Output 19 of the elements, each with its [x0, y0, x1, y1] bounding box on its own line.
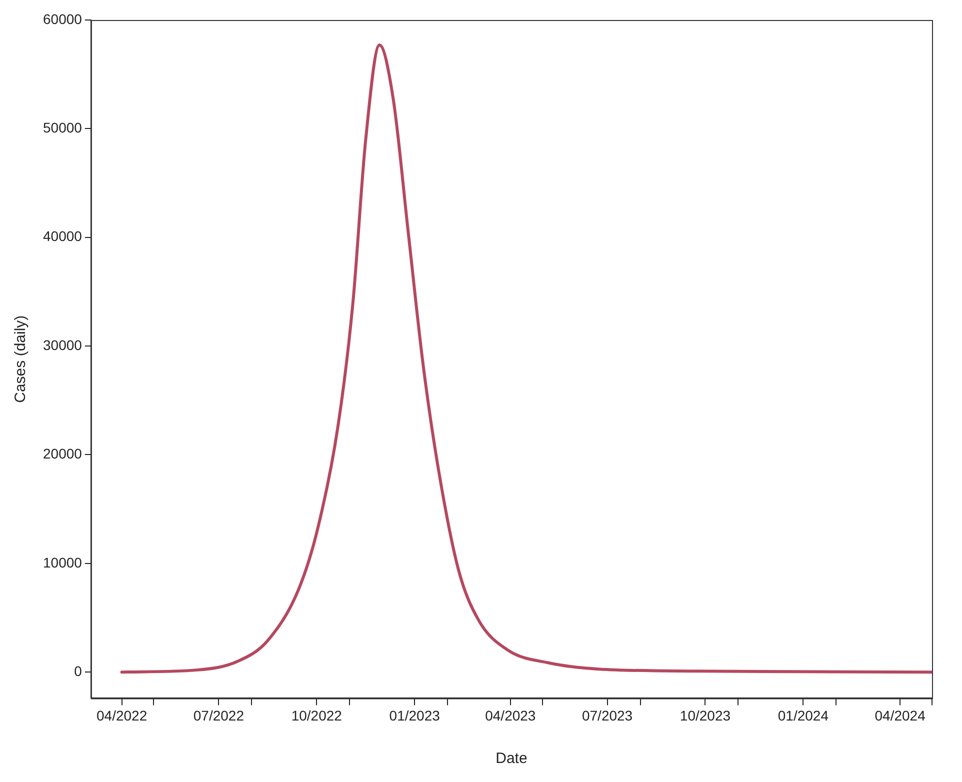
- y-tick-label: 60000: [42, 10, 82, 27]
- y-tick-label: 20000: [42, 446, 82, 462]
- line-series: [120, 44, 932, 674]
- x-tick-label: 07/2023: [582, 707, 633, 724]
- x-tick-label: 04/2024: [874, 707, 926, 724]
- x-tick-label: 01/2024: [778, 707, 829, 724]
- x-tick-label: 10/2023: [680, 707, 731, 724]
- x-tick-label: 04/2022: [96, 707, 148, 724]
- y-axis-title: Cases (daily): [12, 315, 30, 403]
- y-tick-label: 50000: [42, 120, 82, 136]
- x-axis-title: Date: [496, 750, 528, 768]
- x-tick-label: 04/2023: [485, 707, 536, 724]
- x-tick-label: 01/2023: [389, 707, 440, 724]
- y-tick-label: 30000: [42, 336, 82, 353]
- x-tick-label: 10/2022: [291, 707, 342, 724]
- y-tick-label: 0: [74, 662, 82, 679]
- y-tick-label: 10000: [42, 554, 82, 570]
- y-tick-label: 40000: [42, 228, 82, 244]
- x-tick-label: 07/2022: [193, 707, 244, 724]
